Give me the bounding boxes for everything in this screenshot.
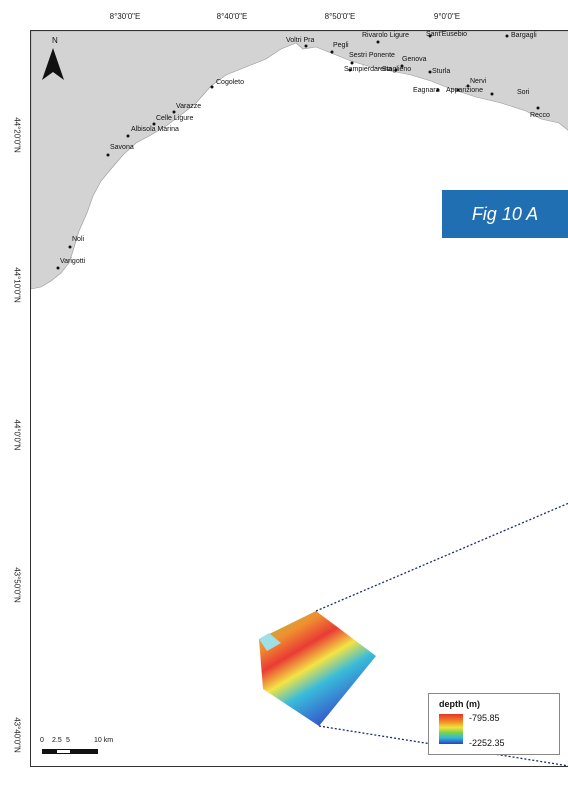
scale-tick-label: 2.5 [52, 737, 62, 744]
place-label: Sampierdarena [344, 66, 392, 73]
place-marker [428, 70, 432, 74]
place-marker [126, 134, 130, 138]
place-label: Varazze [176, 103, 202, 110]
place-marker [394, 68, 398, 72]
north-label: N [52, 36, 58, 45]
scale-bar: 0 2.5 5 10 km [40, 737, 162, 767]
place-label: Nervi [470, 78, 487, 85]
place-label: Apparizione [446, 87, 483, 94]
place-marker [330, 50, 334, 54]
place-label: Savona [110, 144, 134, 151]
legend-max-value: -795.85 [469, 713, 500, 723]
place-marker [350, 61, 354, 65]
place-marker [505, 34, 509, 38]
land-area [31, 31, 568, 290]
place-marker [210, 85, 214, 89]
latitude-label: 44°10'0"N [12, 267, 22, 303]
place-label: Sant'Eusebio [426, 31, 468, 38]
place-label: Sturla [432, 68, 451, 75]
latitude-label: 43°40'0"N [12, 717, 22, 753]
place-label: Cogoleto [216, 79, 245, 86]
place-label: Sestri Ponente [349, 52, 395, 59]
place-label: Recco [530, 112, 550, 119]
place-label: Pegli [333, 42, 349, 49]
longitude-label: 9°0'0"E [433, 12, 461, 21]
place-label: Rivarolo Ligure [362, 32, 410, 39]
scale-tick-label: 0 [40, 737, 44, 744]
latitude-label: 44°0'0"N [12, 419, 22, 451]
place-label: Voltri Pra [286, 37, 315, 44]
north-arrow-icon: N [38, 36, 68, 84]
latitude-label: 44°20'0"N [12, 117, 22, 153]
place-marker [536, 106, 540, 110]
place-label: Sori [517, 89, 530, 96]
place-marker [304, 44, 308, 48]
place-marker [56, 266, 60, 270]
map-frame [30, 30, 568, 767]
longitude-label: 8°40'0"E [216, 12, 248, 21]
place-label: Staglieno [382, 66, 412, 73]
place-marker [152, 122, 156, 126]
place-marker [172, 110, 176, 114]
bathymetry-survey-area [259, 611, 376, 726]
place-marker [490, 92, 494, 96]
scale-tick-label: 10 km [94, 737, 114, 744]
place-label: Noli [72, 236, 85, 243]
place-label: Albisola Marina [131, 126, 179, 133]
place-marker [376, 40, 380, 44]
place-label: Celle Ligure [156, 115, 194, 122]
bathymetry-survey-tail [259, 633, 281, 651]
place-marker [466, 84, 470, 88]
map-canvas [31, 31, 568, 766]
place-marker [68, 245, 72, 249]
place-label: Genova [402, 56, 427, 63]
place-label: Varigotti [60, 258, 86, 265]
latitude-label: 43°50'0"N [12, 567, 22, 603]
place-label: Bargagli [511, 32, 537, 39]
leader-line-top [315, 502, 568, 612]
legend-color-ramp [439, 714, 463, 744]
longitude-label: 8°30'0"E [109, 12, 141, 21]
longitude-label: 8°50'0"E [324, 12, 356, 21]
legend-min-value: -2252.35 [469, 738, 505, 748]
legend-title: depth (m) [439, 699, 480, 709]
place-label: Eagnara [413, 87, 440, 94]
depth-legend: depth (m) -795.85 -2252.35 [428, 693, 560, 755]
figure-label-badge: Fig 10 A [442, 190, 568, 238]
place-marker [456, 88, 460, 92]
place-marker [400, 64, 404, 68]
place-marker [428, 34, 432, 38]
scale-tick-label: 5 [66, 737, 70, 744]
place-marker [348, 68, 352, 72]
place-marker [436, 88, 440, 92]
place-marker [106, 153, 110, 157]
scale-bar-blocks [42, 749, 98, 754]
